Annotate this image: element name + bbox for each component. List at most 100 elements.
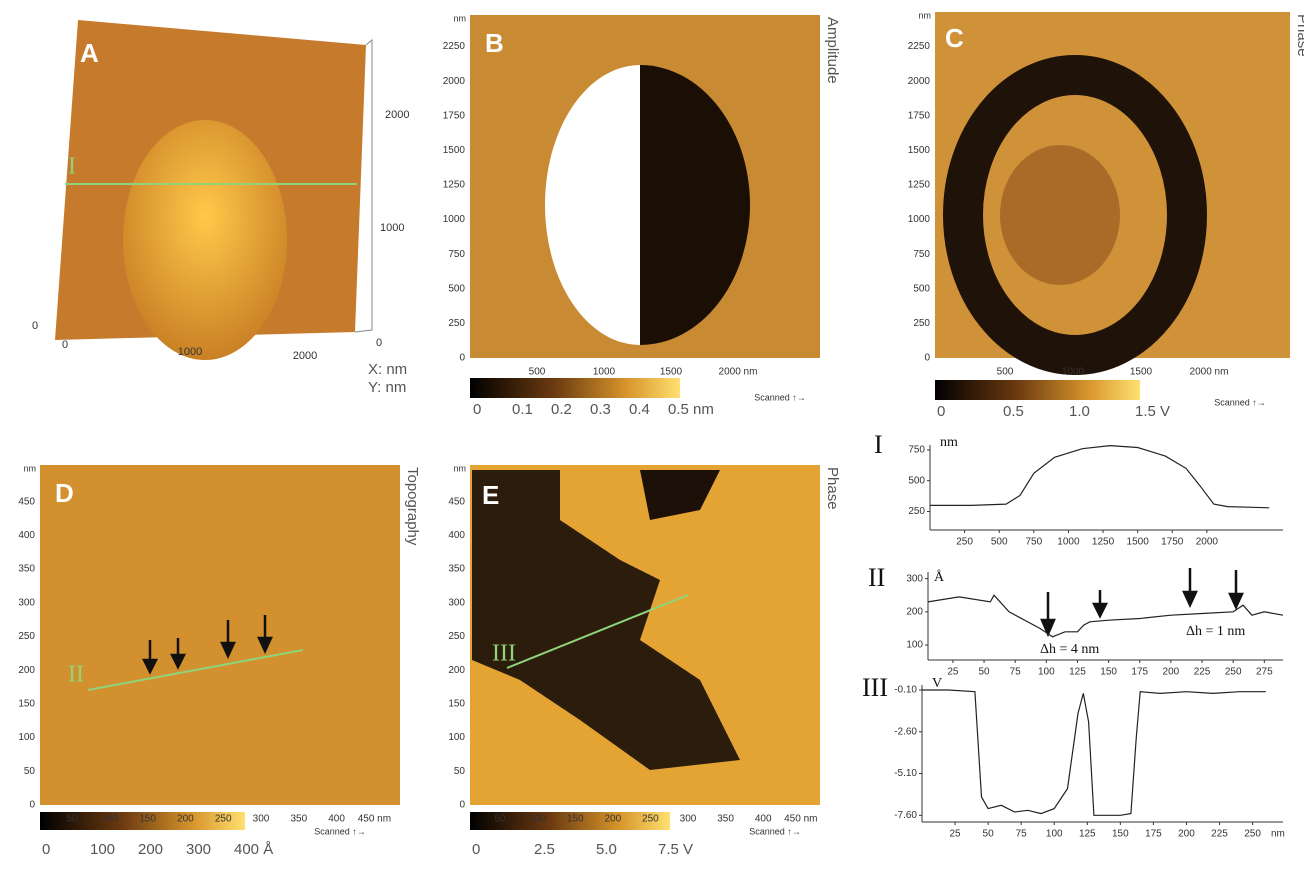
colorbar-label: 0.4 <box>629 401 650 418</box>
x-tick-label: 1500 <box>660 367 683 378</box>
x-tick-label: 150 <box>567 814 584 825</box>
scan-note: Scanned ↑→ <box>749 826 801 836</box>
axis-tick-label: 2000 <box>385 109 409 121</box>
y-tick-label: 200 <box>18 665 35 676</box>
colorbar-label: 1.5 V <box>1135 403 1170 420</box>
colorbar-label: 300 <box>186 841 211 858</box>
x-tick-label: 300 <box>253 814 270 825</box>
y-tick-label: 350 <box>448 564 465 575</box>
axis-tick-label: 1000 <box>178 346 202 358</box>
y-tick-label: 150 <box>18 699 35 710</box>
profile-label: II <box>868 563 885 592</box>
x-tick-label: 250 <box>1244 829 1261 840</box>
x-tick-label: 1000 <box>593 367 616 378</box>
y-tick-label: 50 <box>454 766 466 777</box>
y-tick-label: 1000 <box>908 214 931 225</box>
x-tick-label: 200 <box>177 814 194 825</box>
page: {"panels": [ {"letter": "A", "line_label… <box>0 0 1304 872</box>
channel-label: Amplitude <box>824 17 841 84</box>
x-tick-label: 25 <box>947 667 959 678</box>
colorbar-label: 0 <box>937 403 945 420</box>
section-label: III <box>492 641 516 667</box>
colorbar-label: 0.5 <box>1003 403 1024 420</box>
x-tick-label: 1000 <box>1057 537 1080 548</box>
colorbar-label: 400 Å <box>234 841 273 858</box>
x-tick-label: 200 <box>1178 829 1195 840</box>
colorbar-label: 100 <box>90 841 115 858</box>
profile-label: I <box>874 430 883 459</box>
x-tick-label: 300 <box>680 814 697 825</box>
profile-unit: Å <box>934 569 945 585</box>
x-tick-label: 125 <box>1079 829 1096 840</box>
y-tick-label: 0 <box>459 353 465 364</box>
x-tick-label: 175 <box>1145 829 1162 840</box>
y-tick-label: 100 <box>18 732 35 743</box>
channel-label: Topography <box>404 467 421 546</box>
x-tick-label: 25 <box>949 829 961 840</box>
y-tick-label: -5.10 <box>894 768 917 779</box>
y-tick-label: 500 <box>913 283 930 294</box>
x-tick-label: 275 <box>1256 667 1273 678</box>
y-tick-label: 2250 <box>908 41 931 52</box>
profile-unit: nm <box>940 435 958 450</box>
x-tick-label: 750 <box>1025 537 1042 548</box>
profile-unit: V <box>932 676 942 691</box>
y-tick-label: 50 <box>24 766 36 777</box>
y-tick-label: 300 <box>18 597 35 608</box>
x-tick-label: 50 <box>978 667 990 678</box>
x-tick-label: 225 <box>1211 829 1228 840</box>
image-topography <box>40 465 400 805</box>
channel-label: Phase <box>1294 14 1304 57</box>
x-tick-label: 125 <box>1069 667 1086 678</box>
profile-line <box>922 690 1266 815</box>
x-tick-label: 200 <box>1163 667 1180 678</box>
x-tick-label: 250 <box>956 537 973 548</box>
x-tick-label: 50 <box>494 814 506 825</box>
x-tick-label: 2000 nm <box>719 367 758 378</box>
y-tick-label: -7.60 <box>894 810 917 821</box>
y-tick-label: -2.60 <box>894 726 917 737</box>
colorbar-label: 7.5 V <box>658 841 693 858</box>
axis-tick-label: 1000 <box>380 222 404 234</box>
y-tick-label: 400 <box>448 530 465 541</box>
x-tick-label: 2000 <box>1196 537 1219 548</box>
y-tick-label: 0 <box>29 800 35 811</box>
x-tick-label: 150 <box>139 814 156 825</box>
y-tick-label: 750 <box>448 249 465 260</box>
y-tick-label: 2000 <box>908 76 931 87</box>
x-tick-label: 500 <box>997 367 1014 378</box>
colorbar-label: 0.5 nm <box>668 401 714 418</box>
y-tick-label: 1500 <box>908 145 931 156</box>
x-tick-label: 50 <box>66 814 78 825</box>
x-tick-label: 400 <box>755 814 772 825</box>
arrow-head <box>1042 620 1054 634</box>
arrow-head <box>1230 594 1242 607</box>
x-tick-label: 500 <box>991 537 1008 548</box>
y-tick-label: 200 <box>906 606 923 617</box>
panel-letter: B <box>485 28 504 58</box>
profile-line <box>930 446 1269 508</box>
axis-unit: X: nm <box>368 361 407 378</box>
section-label: I <box>68 154 76 180</box>
x-tick-label: 450 nm <box>358 814 391 825</box>
x-tick-label: 75 <box>1010 667 1022 678</box>
dome <box>123 120 287 360</box>
x-tick-label: 175 <box>1131 667 1148 678</box>
y-tick-label: 1250 <box>443 180 466 191</box>
axis-tick-label: 0 <box>376 337 382 349</box>
x-tick-label: 1500 <box>1127 537 1150 548</box>
scan-note: Scanned ↑→ <box>314 826 366 836</box>
y-tick-label: 450 <box>448 496 465 507</box>
section-label: II <box>68 662 84 688</box>
y-tick-label: 250 <box>448 631 465 642</box>
colorbar-label: 0 <box>473 401 481 418</box>
colorbar-label: 0.2 <box>551 401 572 418</box>
colorbar <box>470 378 680 398</box>
y-tick-label: 300 <box>906 573 923 584</box>
colorbar-label: 2.5 <box>534 841 555 858</box>
y-tick-label: 450 <box>18 496 35 507</box>
x-tick-label: 250 <box>642 814 659 825</box>
y-tick-label: 200 <box>448 665 465 676</box>
y-tick-label: 250 <box>448 318 465 329</box>
y-tick-label: 1000 <box>443 214 466 225</box>
